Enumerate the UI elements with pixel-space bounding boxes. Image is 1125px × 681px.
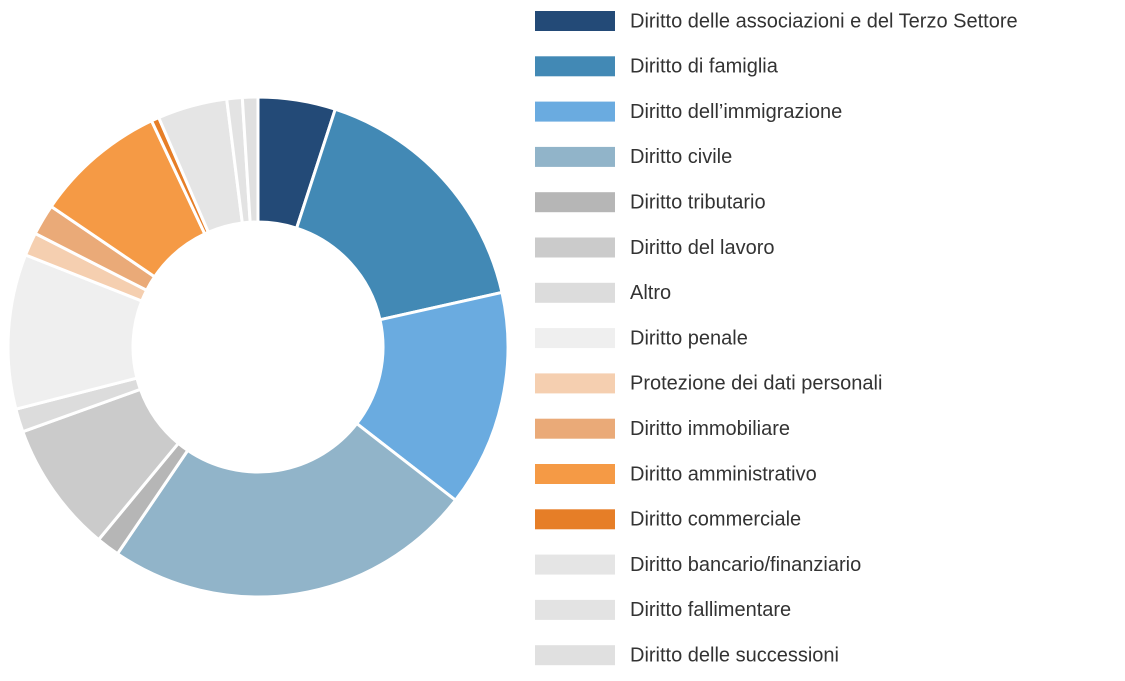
legend-swatch (535, 192, 615, 213)
legend-label: Diritto amministrativo (630, 463, 817, 485)
legend-label: Diritto del lavoro (630, 237, 775, 259)
legend-swatch (535, 418, 615, 439)
legend-swatch (535, 645, 615, 666)
legend-swatch (535, 599, 615, 620)
legend-label: Diritto delle associazioni e del Terzo S… (630, 10, 1018, 32)
legend-label: Diritto commerciale (630, 509, 801, 531)
donut-segment (294, 107, 504, 322)
legend-swatch (535, 464, 615, 484)
donut-segment (354, 290, 510, 503)
legend-label: Diritto tributario (630, 191, 766, 213)
legend-swatch (535, 328, 615, 349)
legend-label: Diritto fallimentare (630, 599, 791, 621)
legend-label: Diritto delle successioni (630, 644, 839, 666)
legend-label: Diritto dell’immigrazione (630, 101, 842, 123)
legend-swatch (535, 373, 615, 394)
legend-label: Diritto civile (630, 146, 732, 168)
legend-swatch (535, 237, 615, 258)
legend-swatch (535, 509, 615, 530)
legend-label: Diritto penale (630, 327, 748, 349)
legend-swatch (535, 282, 615, 303)
legend-swatch (535, 554, 615, 575)
legend-label: Diritto bancario/finanziario (630, 554, 861, 576)
legend-swatch (535, 146, 615, 167)
legend-label: Altro (630, 282, 671, 304)
legend-label: Diritto immobiliare (630, 418, 790, 440)
legend-label: Protezione dei dati personali (630, 373, 882, 395)
legend-label: Diritto di famiglia (630, 56, 779, 78)
legend-swatch (535, 101, 615, 122)
legend-swatch (535, 56, 615, 77)
donut-segment (115, 421, 458, 599)
donut-segment (240, 95, 260, 224)
legend-swatch (535, 11, 615, 31)
